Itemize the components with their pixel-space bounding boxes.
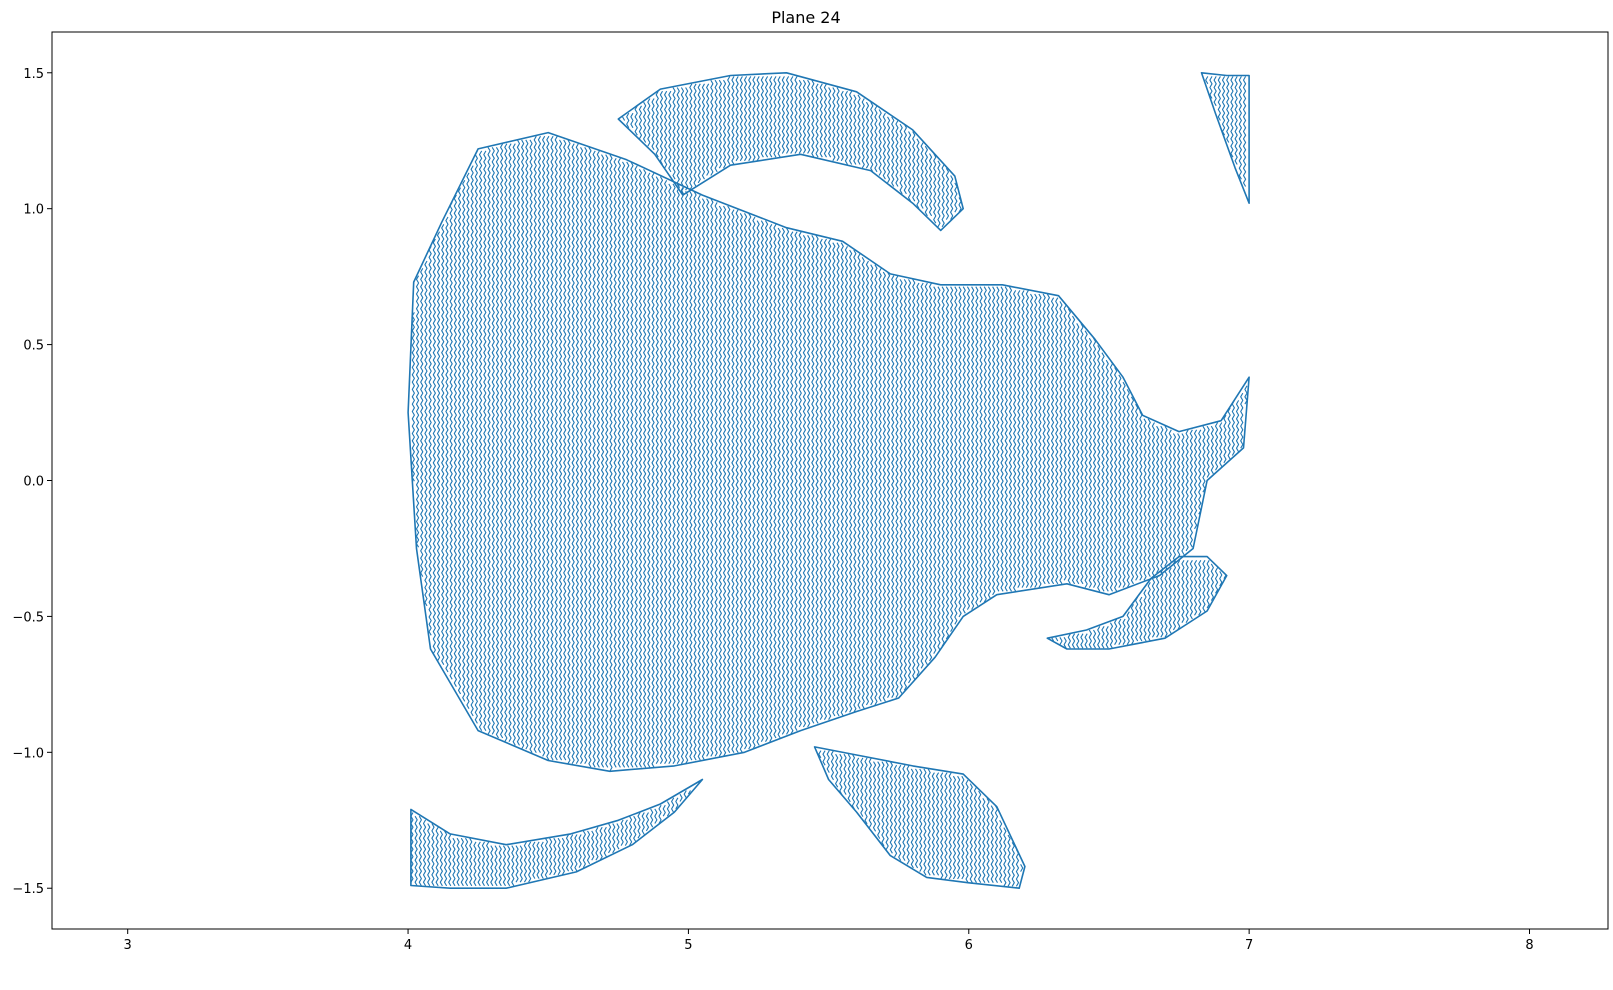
x-tick-label: 4: [404, 938, 412, 953]
y-tick-label: −1.5: [12, 882, 44, 897]
x-tick-label: 3: [124, 938, 132, 953]
x-tick-label: 8: [1525, 938, 1533, 953]
y-tick-label: 0.0: [23, 475, 44, 490]
mesh-series-2: [622, 76, 962, 228]
mesh-outline-4: [813, 746, 1026, 889]
y-tick-label: −0.5: [12, 610, 44, 625]
y-axis: −1.5 −1.0 −0.5 0.0 0.5 1.0 1.5: [12, 67, 52, 897]
mesh-series-3: [410, 790, 691, 887]
y-tick-label: 1.5: [23, 67, 44, 82]
mesh-outline-6: [1200, 72, 1250, 204]
x-tick-label: 6: [965, 938, 973, 953]
x-axis: 3 4 5 6 7 8: [124, 929, 1534, 953]
mesh-outline-2: [617, 72, 964, 232]
y-tick-label: −1.0: [12, 746, 44, 761]
mesh-series-1: [411, 135, 1248, 772]
y-tick-label: 0.5: [23, 339, 44, 354]
mesh-outline-1: [407, 131, 1250, 773]
chart-title: Plane 24: [771, 8, 840, 27]
mesh-series-5: [1051, 560, 1227, 649]
mesh-series-4: [818, 750, 1024, 887]
x-tick-label: 7: [1245, 938, 1253, 953]
mesh-outline-5: [1046, 555, 1228, 650]
plot-area: [407, 72, 1250, 889]
mesh-series-6: [1205, 76, 1247, 187]
x-tick-label: 5: [684, 938, 692, 953]
y-tick-label: 1.0: [23, 203, 44, 218]
mesh-outline-3: [410, 778, 704, 889]
